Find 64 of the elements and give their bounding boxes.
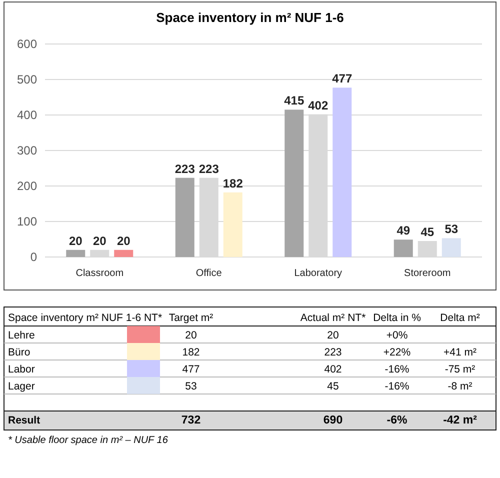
text: 53 — [185, 380, 197, 392]
text: 732 — [181, 414, 201, 426]
data-label: 53 — [444, 222, 458, 236]
text: -42 m² — [443, 414, 477, 426]
text: 20 — [327, 330, 339, 342]
y-tick-label: 0 — [30, 250, 38, 264]
text: -16% — [384, 380, 410, 392]
text: -16% — [384, 364, 410, 376]
category-label: Labor — [8, 364, 35, 376]
category-label: Target m² — [168, 312, 214, 324]
x-tick-label: Storeroom — [404, 268, 451, 279]
bar — [332, 88, 352, 257]
category-label: Actual m² NT* — [300, 312, 366, 324]
text: -75 m² — [444, 364, 476, 376]
text: +0% — [386, 330, 408, 342]
text: -8 m² — [448, 380, 472, 392]
text: 45 — [327, 380, 339, 392]
x-tick-label: Laboratory — [294, 268, 342, 279]
y-tick-label: 400 — [16, 108, 38, 122]
bar — [175, 178, 194, 257]
text: 182 — [182, 346, 200, 358]
data-label: 20 — [68, 234, 83, 248]
y-tick-label: 500 — [16, 72, 38, 86]
text: 20 — [185, 330, 197, 342]
text: 223 — [324, 346, 342, 358]
bar — [394, 240, 413, 257]
bar — [90, 250, 110, 257]
data-label: 20 — [116, 234, 131, 248]
y-tick-label: 100 — [16, 214, 38, 228]
data-label: 402 — [308, 98, 328, 112]
y-tick-label: 600 — [16, 36, 38, 51]
data-label: 45 — [420, 225, 434, 240]
category-label: Delta in % — [373, 312, 421, 324]
bar — [223, 192, 242, 257]
text: 690 — [323, 414, 343, 426]
data-label: 20 — [92, 234, 107, 248]
text: +22% — [383, 346, 411, 358]
data-label: 182 — [222, 176, 244, 190]
data-label: 49 — [396, 224, 410, 238]
x-tick-label: Office — [196, 268, 222, 279]
data-label: 223 — [174, 162, 196, 176]
category-label: Lehre — [8, 330, 35, 342]
text: -6% — [386, 414, 408, 426]
text: * Usable floor space in m² – NUF 16 — [8, 435, 168, 446]
bar — [284, 110, 304, 257]
category-label: Space inventory m² NUF 1-6 NT* — [8, 312, 162, 324]
text: +41 m² — [444, 346, 476, 358]
x-tick-label: Classroom — [76, 268, 124, 279]
y-tick-label: 200 — [16, 178, 38, 193]
category-label: Delta m² — [440, 312, 480, 324]
bar — [66, 250, 86, 257]
data-label: 415 — [284, 94, 304, 108]
chart-title: Space inventory in m² NUF 1-6 — [156, 10, 344, 25]
category-label: Lager — [8, 380, 35, 392]
text: 402 — [324, 364, 342, 376]
text: 477 — [182, 364, 200, 376]
y-tick-label: 300 — [16, 143, 38, 158]
bar — [442, 238, 461, 257]
data-label: 223 — [198, 162, 220, 176]
category-label: Büro — [8, 346, 30, 358]
category-label: Result — [8, 414, 40, 426]
data-label: 477 — [332, 72, 352, 86]
bar — [114, 250, 134, 257]
bar — [418, 241, 437, 257]
